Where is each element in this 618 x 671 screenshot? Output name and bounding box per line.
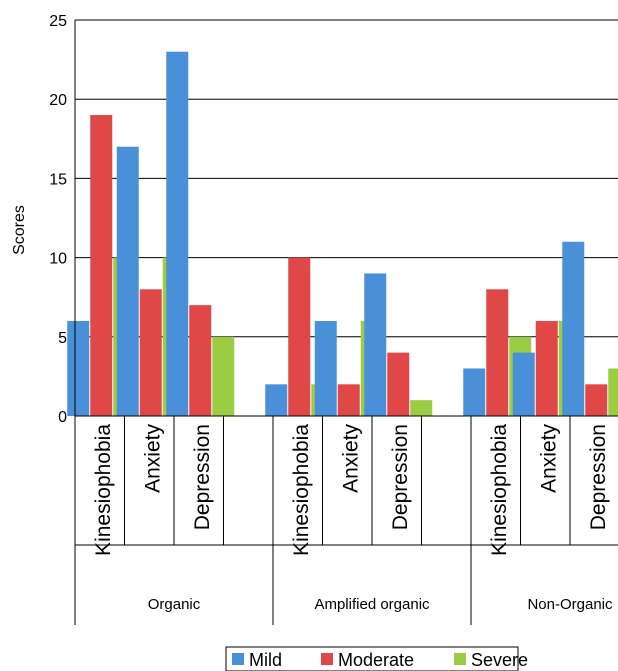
legend-swatch xyxy=(321,653,333,665)
bars xyxy=(67,51,618,417)
y-tick-label: 5 xyxy=(58,330,67,347)
x-category-label: Kinesiophobia xyxy=(92,424,115,556)
y-tick-label: 15 xyxy=(49,171,67,188)
x-group-label: Organic xyxy=(148,596,201,613)
bar-moderate xyxy=(486,289,509,416)
y-tick-label: 0 xyxy=(58,409,67,426)
y-tick-label: 20 xyxy=(49,92,67,109)
legend-label: Moderate xyxy=(338,650,414,670)
bar-mild xyxy=(512,352,535,416)
x-category-label: Depression xyxy=(389,424,412,530)
x-category-label: Anxiety xyxy=(141,424,164,493)
x-category-label: Kinesiophobia xyxy=(488,424,511,556)
legend: Mild Moderate Severe xyxy=(225,646,528,671)
bar-severe xyxy=(608,368,618,416)
bar-mild xyxy=(364,273,387,416)
legend-swatch xyxy=(454,653,466,665)
y-tick-label: 25 xyxy=(49,13,67,30)
bar-moderate xyxy=(139,289,162,416)
bar-mild xyxy=(562,241,585,416)
y-axis-label: Scores xyxy=(11,205,28,255)
x-category-label: Kinesiophobia xyxy=(290,424,313,556)
x-category-label: Depression xyxy=(587,424,610,530)
legend-box xyxy=(225,646,519,671)
bar-mild xyxy=(314,320,337,416)
bar-severe xyxy=(410,400,433,416)
legend-label: Severe xyxy=(471,650,528,670)
bar-mild xyxy=(116,146,139,416)
bar-moderate xyxy=(337,384,360,416)
x-category-label: Anxiety xyxy=(339,424,362,493)
x-group-label: Non-Organic xyxy=(527,596,613,613)
bar-severe xyxy=(212,336,235,416)
legend-swatch xyxy=(232,653,244,665)
bar-mild xyxy=(166,51,189,417)
labels: 0 5 10 15 20 25 Kinesiophobia Anxiety Depression… xyxy=(49,13,613,613)
y-tick-label: 10 xyxy=(49,251,67,268)
bar-mild xyxy=(463,368,486,416)
axes xyxy=(74,20,618,625)
bar-moderate xyxy=(90,115,113,416)
bar-moderate xyxy=(387,352,410,416)
bar-moderate xyxy=(585,384,608,416)
x-category-label: Depression xyxy=(191,424,214,530)
bar-mild xyxy=(265,384,288,416)
bar-moderate xyxy=(535,320,558,416)
bar-mild xyxy=(67,320,90,416)
bar-moderate xyxy=(288,257,311,416)
legend-label: Mild xyxy=(249,650,282,670)
bar-moderate xyxy=(189,305,212,416)
x-category-label: Anxiety xyxy=(537,424,560,493)
x-group-label: Amplified organic xyxy=(314,596,430,613)
